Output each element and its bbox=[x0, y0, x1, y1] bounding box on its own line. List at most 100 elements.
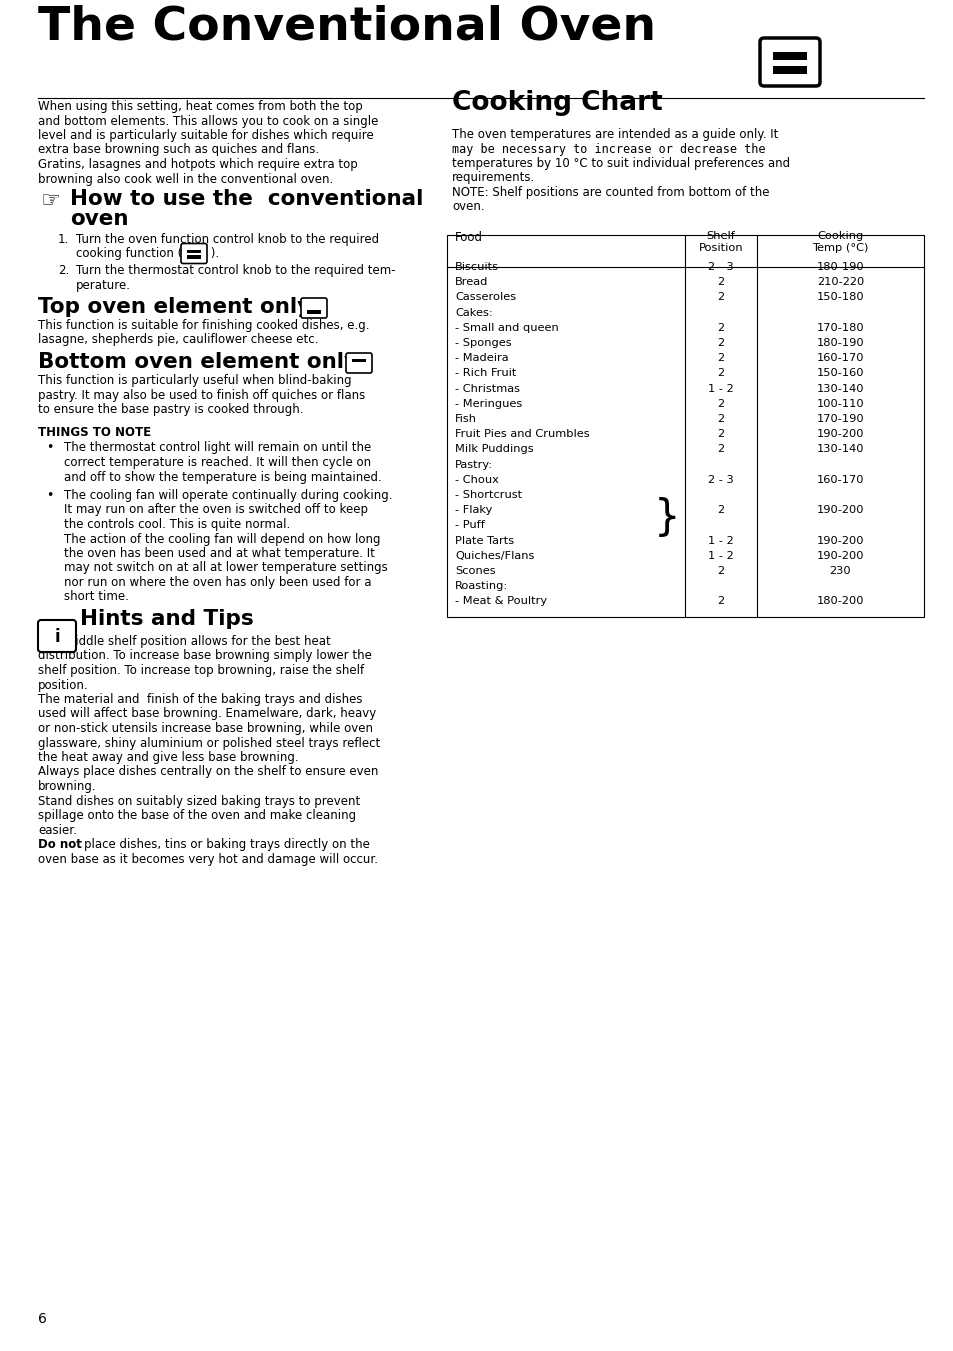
Text: 2: 2 bbox=[717, 353, 723, 363]
Text: The oven temperatures are intended as a guide only. It: The oven temperatures are intended as a … bbox=[452, 128, 778, 141]
Text: 6: 6 bbox=[38, 1312, 47, 1325]
Text: 2: 2 bbox=[717, 430, 723, 439]
Text: Cooking: Cooking bbox=[817, 231, 862, 240]
Text: 1.: 1. bbox=[58, 232, 70, 246]
Text: short time.: short time. bbox=[64, 590, 129, 604]
Text: The thermostat control light will remain on until the: The thermostat control light will remain… bbox=[64, 442, 371, 454]
Text: temperatures by 10 °C to suit individual preferences and: temperatures by 10 °C to suit individual… bbox=[452, 157, 789, 170]
Text: the heat away and give less base browning.: the heat away and give less base brownin… bbox=[38, 751, 298, 765]
Text: 1 - 2: 1 - 2 bbox=[707, 384, 733, 393]
Text: - Meringues: - Meringues bbox=[455, 399, 521, 409]
Text: may be necessary to increase or decrease the: may be necessary to increase or decrease… bbox=[452, 142, 764, 155]
Text: 170-190: 170-190 bbox=[816, 413, 863, 424]
Text: Roasting:: Roasting: bbox=[455, 581, 508, 592]
Text: 100-110: 100-110 bbox=[816, 399, 863, 409]
Text: 2: 2 bbox=[717, 444, 723, 454]
Text: 160-170: 160-170 bbox=[816, 474, 863, 485]
Text: position.: position. bbox=[38, 678, 89, 692]
Text: Scones: Scones bbox=[455, 566, 496, 576]
Text: The cooling fan will operate continually during cooking.: The cooling fan will operate continually… bbox=[64, 489, 392, 503]
Text: 2: 2 bbox=[717, 596, 723, 607]
FancyBboxPatch shape bbox=[181, 243, 207, 263]
Text: }: } bbox=[653, 497, 679, 539]
Text: The middle shelf position allows for the best heat: The middle shelf position allows for the… bbox=[38, 635, 331, 648]
Text: - Madeira: - Madeira bbox=[455, 353, 508, 363]
Text: Fruit Pies and Crumbles: Fruit Pies and Crumbles bbox=[455, 430, 589, 439]
Text: 150-180: 150-180 bbox=[816, 292, 863, 303]
Text: Gratins, lasagnes and hotpots which require extra top: Gratins, lasagnes and hotpots which requ… bbox=[38, 158, 357, 172]
Text: used will affect base browning. Enamelware, dark, heavy: used will affect base browning. Enamelwa… bbox=[38, 708, 375, 720]
Text: and off to show the temperature is being maintained.: and off to show the temperature is being… bbox=[64, 470, 381, 484]
Text: 230: 230 bbox=[829, 566, 850, 576]
Text: Cakes:: Cakes: bbox=[455, 308, 493, 317]
Text: Bottom oven element only: Bottom oven element only bbox=[38, 353, 357, 372]
Bar bbox=[352, 359, 366, 362]
Text: lasagne, shepherds pie, cauliflower cheese etc.: lasagne, shepherds pie, cauliflower chee… bbox=[38, 334, 318, 346]
Text: It may run on after the oven is switched off to keep: It may run on after the oven is switched… bbox=[64, 504, 368, 516]
Text: 2: 2 bbox=[717, 413, 723, 424]
Text: Quiches/Flans: Quiches/Flans bbox=[455, 551, 534, 561]
Text: and bottom elements. This allows you to cook on a single: and bottom elements. This allows you to … bbox=[38, 115, 378, 127]
Text: ).: ). bbox=[207, 247, 219, 261]
Text: 170-180: 170-180 bbox=[816, 323, 863, 332]
Text: 190-200: 190-200 bbox=[816, 505, 863, 515]
Text: 2: 2 bbox=[717, 369, 723, 378]
Text: 2: 2 bbox=[717, 323, 723, 332]
Text: requirements.: requirements. bbox=[452, 172, 535, 185]
Text: Hints and Tips: Hints and Tips bbox=[80, 609, 253, 630]
Text: 180-190: 180-190 bbox=[816, 262, 863, 272]
Text: Do not: Do not bbox=[38, 838, 82, 851]
Text: 1 - 2: 1 - 2 bbox=[707, 551, 733, 561]
Bar bbox=[772, 51, 806, 59]
Text: 2: 2 bbox=[717, 338, 723, 349]
Text: Cooking Chart: Cooking Chart bbox=[452, 91, 662, 116]
Bar bbox=[307, 311, 321, 313]
Text: 2.: 2. bbox=[58, 263, 70, 277]
Text: 190-200: 190-200 bbox=[816, 551, 863, 561]
Text: - Meat & Poultry: - Meat & Poultry bbox=[455, 596, 547, 607]
Text: oven: oven bbox=[70, 209, 129, 230]
Text: Fish: Fish bbox=[455, 413, 476, 424]
Text: browning.: browning. bbox=[38, 780, 96, 793]
Text: spillage onto the base of the oven and make cleaning: spillage onto the base of the oven and m… bbox=[38, 809, 355, 821]
Text: When using this setting, heat comes from both the top: When using this setting, heat comes from… bbox=[38, 100, 362, 113]
Text: Top oven element only: Top oven element only bbox=[38, 297, 311, 317]
FancyBboxPatch shape bbox=[760, 38, 820, 86]
Text: or non-stick utensils increase base browning, while oven: or non-stick utensils increase base brow… bbox=[38, 721, 373, 735]
Text: 160-170: 160-170 bbox=[816, 353, 863, 363]
Text: The material and  finish of the baking trays and dishes: The material and finish of the baking tr… bbox=[38, 693, 362, 707]
Text: Always place dishes centrally on the shelf to ensure even: Always place dishes centrally on the she… bbox=[38, 766, 378, 778]
Text: The action of the cooling fan will depend on how long: The action of the cooling fan will depen… bbox=[64, 532, 380, 546]
Text: 180-200: 180-200 bbox=[816, 596, 863, 607]
Text: 2: 2 bbox=[717, 566, 723, 576]
Text: glassware, shiny aluminium or polished steel trays reflect: glassware, shiny aluminium or polished s… bbox=[38, 736, 380, 750]
Text: level and is particularly suitable for dishes which require: level and is particularly suitable for d… bbox=[38, 128, 374, 142]
Text: nor run on where the oven has only been used for a: nor run on where the oven has only been … bbox=[64, 576, 371, 589]
Text: i: i bbox=[54, 628, 60, 646]
Text: Stand dishes on suitably sized baking trays to prevent: Stand dishes on suitably sized baking tr… bbox=[38, 794, 360, 808]
Text: - Christmas: - Christmas bbox=[455, 384, 519, 393]
FancyBboxPatch shape bbox=[346, 353, 372, 373]
Text: Position: Position bbox=[698, 243, 742, 253]
Text: - Flaky: - Flaky bbox=[455, 505, 492, 515]
Text: NOTE: Shelf positions are counted from bottom of the: NOTE: Shelf positions are counted from b… bbox=[452, 186, 769, 199]
Text: 2: 2 bbox=[717, 292, 723, 303]
Text: The Conventional Oven: The Conventional Oven bbox=[38, 5, 656, 50]
Text: may not switch on at all at lower temperature settings: may not switch on at all at lower temper… bbox=[64, 562, 387, 574]
Text: ☞: ☞ bbox=[40, 190, 60, 211]
Text: 130-140: 130-140 bbox=[816, 444, 863, 454]
Bar bbox=[772, 66, 806, 74]
Text: oven.: oven. bbox=[452, 200, 484, 213]
Text: - Choux: - Choux bbox=[455, 474, 498, 485]
Text: Turn the thermostat control knob to the required tem-: Turn the thermostat control knob to the … bbox=[76, 263, 395, 277]
Text: Food: Food bbox=[455, 231, 482, 245]
Text: extra base browning such as quiches and flans.: extra base browning such as quiches and … bbox=[38, 143, 319, 157]
Text: 190-200: 190-200 bbox=[816, 430, 863, 439]
Text: Milk Puddings: Milk Puddings bbox=[455, 444, 533, 454]
Text: Casseroles: Casseroles bbox=[455, 292, 516, 303]
Text: easier.: easier. bbox=[38, 824, 77, 836]
Text: - Rich Fruit: - Rich Fruit bbox=[455, 369, 516, 378]
Text: THINGS TO NOTE: THINGS TO NOTE bbox=[38, 426, 151, 439]
Text: 130-140: 130-140 bbox=[816, 384, 863, 393]
Text: Bread: Bread bbox=[455, 277, 488, 288]
